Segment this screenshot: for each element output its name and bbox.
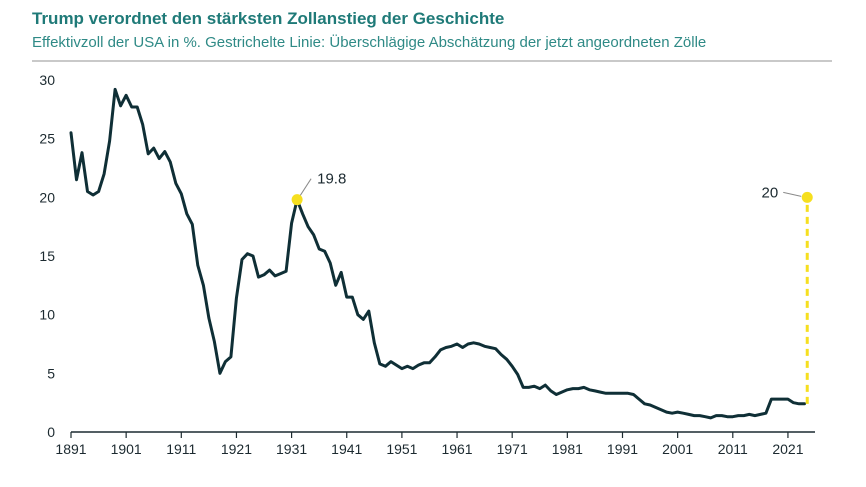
y-tick-label: 30 bbox=[39, 72, 55, 88]
x-tick-label: 2021 bbox=[772, 441, 803, 457]
x-tick-label: 1971 bbox=[497, 441, 528, 457]
y-tick-label: 0 bbox=[47, 424, 55, 440]
annotation-marker bbox=[291, 194, 303, 206]
annotation-leader bbox=[783, 191, 802, 197]
series-line-effective-tariff bbox=[69, 87, 806, 420]
annotation-leader bbox=[299, 178, 312, 196]
x-tick-label: 1951 bbox=[386, 441, 417, 457]
chart-subtitle: Effektivzoll der USA in %. Gestrichelte … bbox=[32, 34, 707, 51]
x-tick-label: 2001 bbox=[662, 441, 693, 457]
y-tick-label: 15 bbox=[39, 248, 55, 264]
y-tick-label: 10 bbox=[39, 307, 55, 323]
y-tick-label: 5 bbox=[47, 365, 55, 381]
annotation-marker bbox=[801, 191, 813, 203]
x-tick-label: 1931 bbox=[276, 441, 307, 457]
title-divider bbox=[32, 60, 832, 62]
x-tick-label: 2011 bbox=[718, 441, 748, 457]
annotations: 19.8 20 bbox=[291, 171, 813, 404]
x-axis: 1891 1901 1911 1921 1931 1941 1951 1961 1971 1981… bbox=[55, 431, 815, 457]
x-tick-label: 1991 bbox=[607, 441, 638, 457]
annotation-label: 19.8 bbox=[317, 171, 346, 188]
y-axis: 0 5 10 15 20 25 30 bbox=[39, 72, 55, 440]
x-tick-label: 1911 bbox=[166, 441, 196, 457]
x-tick-label: 1981 bbox=[552, 441, 583, 457]
x-tick-label: 1921 bbox=[221, 441, 252, 457]
x-tick-label: 1901 bbox=[111, 441, 142, 457]
y-tick-label: 25 bbox=[39, 131, 55, 147]
annotation-label: 20 bbox=[762, 184, 779, 201]
x-tick-label: 1891 bbox=[55, 441, 86, 457]
chart-title: Trump verordnet den stärksten Zollanstie… bbox=[32, 9, 505, 28]
x-tick-label: 1961 bbox=[441, 441, 472, 457]
y-tick-label: 20 bbox=[39, 189, 55, 205]
series-points bbox=[70, 88, 806, 420]
x-tick-label: 1941 bbox=[331, 441, 362, 457]
